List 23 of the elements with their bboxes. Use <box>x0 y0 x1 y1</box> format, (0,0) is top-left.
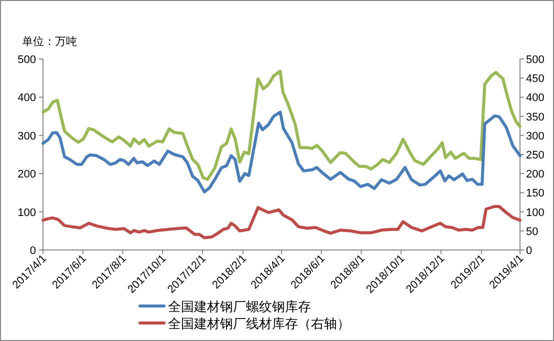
y2-tick-label: 0 <box>526 245 532 257</box>
y2-tick-label: 500 <box>526 54 544 66</box>
y-tick-label: 300 <box>18 130 36 142</box>
y2-tick-label: 100 <box>526 206 544 219</box>
y-tick-label: 500 <box>18 54 36 66</box>
line-series <box>42 70 522 181</box>
legend-label: 全国建材钢厂螺纹钢库存 <box>168 299 311 314</box>
line-series <box>42 110 522 194</box>
y2-tick-label: 150 <box>526 188 544 200</box>
y2-tick-label: 250 <box>526 150 544 162</box>
y2-tick-label: 350 <box>526 111 544 124</box>
y-tick-label: 400 <box>18 92 36 104</box>
y2-tick-label: 300 <box>526 130 544 142</box>
y2-tick-label: 400 <box>526 92 544 104</box>
y2-tick-label: 50 <box>526 226 538 238</box>
y2-tick-label: 200 <box>526 168 544 181</box>
y2-tick-label: 450 <box>526 73 544 86</box>
y-axis-title: 单位：万吨 <box>22 35 77 48</box>
y-tick-label: 200 <box>18 168 36 181</box>
legend-label: 全国建材钢厂线材库存（右轴） <box>168 316 350 331</box>
line-series <box>42 204 522 240</box>
y-tick-label: 100 <box>18 206 36 219</box>
y-tick-label: 0 <box>30 245 36 257</box>
